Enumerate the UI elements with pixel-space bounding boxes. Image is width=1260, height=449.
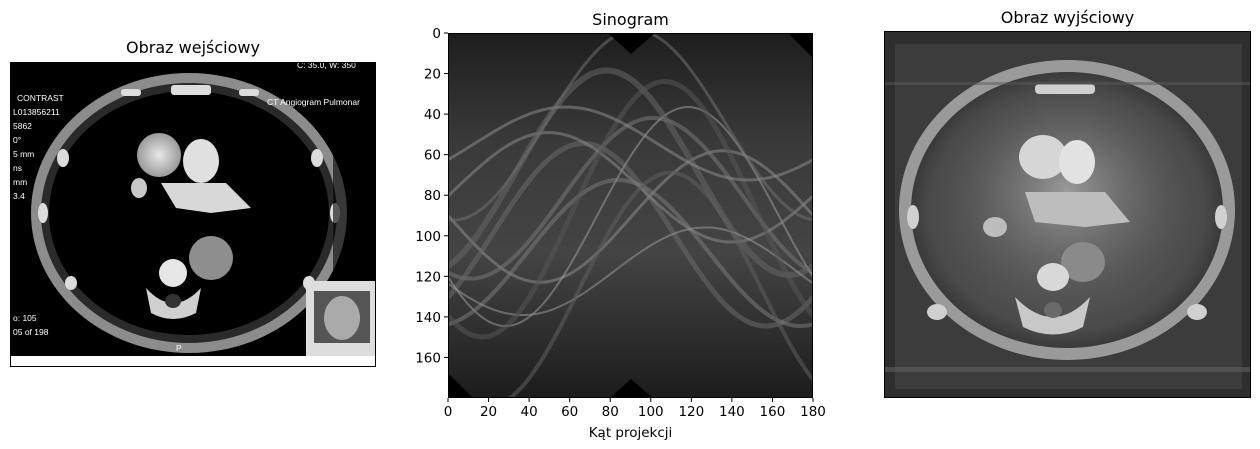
input-ct-image: C: 35.0, W: 350 CONTRAST L013856211 5862… <box>11 62 375 366</box>
sinogram-trace <box>449 105 812 182</box>
ct-number-text: 5862 <box>13 121 32 131</box>
sinogram-panel <box>448 33 813 398</box>
y-tick-label: 160 <box>415 350 441 366</box>
y-tick-label: 80 <box>424 188 441 204</box>
x-tick-label: 20 <box>480 404 497 420</box>
ct-slice-text: o: 105 <box>13 313 37 323</box>
x-tick-label: 140 <box>719 404 745 420</box>
sinogram-image <box>449 34 812 397</box>
ct-ns-text: ns <box>13 163 22 173</box>
x-tick-label: 0 <box>444 404 453 420</box>
y-tick-label: 20 <box>424 67 441 83</box>
sinogram-trace <box>449 131 812 244</box>
y-tick-label: 60 <box>424 148 441 164</box>
ct-mm-text: mm <box>13 177 27 187</box>
output-reconstruction-image <box>885 32 1250 397</box>
ct-angle-text: 0° <box>13 135 21 145</box>
sinogram-trace <box>449 226 812 316</box>
ct-slice-count-text: 05 of 198 <box>13 327 49 337</box>
sinogram-trace <box>449 140 812 329</box>
x-tick-label: 180 <box>800 404 826 420</box>
y-tick-label: 120 <box>415 269 441 285</box>
ct-study-text: CT Angiogram Pulmonar <box>267 97 360 107</box>
ct-id-text: L013856211 <box>13 107 60 117</box>
y-tick-label: 0 <box>432 26 441 42</box>
ct-orientation-text: P <box>176 343 182 353</box>
y-tick-label: 100 <box>415 229 441 245</box>
ct-thickness-text: 5 mm <box>13 149 34 159</box>
input-image-title: Obraz wejściowy <box>126 38 260 57</box>
sinogram-trace <box>449 67 812 278</box>
x-tick-label: 160 <box>760 404 786 420</box>
input-image-panel: C: 35.0, W: 350 CONTRAST L013856211 5862… <box>10 62 376 367</box>
x-tick-label: 120 <box>678 404 704 420</box>
x-tick-label: 80 <box>602 404 619 420</box>
sinogram-trace <box>449 170 812 397</box>
ct-contrast-text: CONTRAST <box>17 93 64 103</box>
x-tick-label: 100 <box>638 404 664 420</box>
sinogram-trace <box>449 78 812 340</box>
sinogram-trace <box>449 34 812 222</box>
x-axis-label: Kąt projekcji <box>589 425 673 441</box>
y-tick-label: 140 <box>415 310 441 326</box>
sinogram-title: Sinogram <box>592 10 669 29</box>
sinogram-trace <box>449 115 812 281</box>
y-tick-label: 40 <box>424 107 441 123</box>
output-image-panel <box>884 31 1251 398</box>
ct-value-text: 3.4 <box>13 191 25 201</box>
sinogram-trace <box>449 177 812 329</box>
x-tick-label: 60 <box>561 404 578 420</box>
x-tick-label: 40 <box>521 404 538 420</box>
ct-window-text: C: 35.0, W: 350 <box>297 62 356 70</box>
output-image-title: Obraz wyjściowy <box>1000 8 1135 27</box>
